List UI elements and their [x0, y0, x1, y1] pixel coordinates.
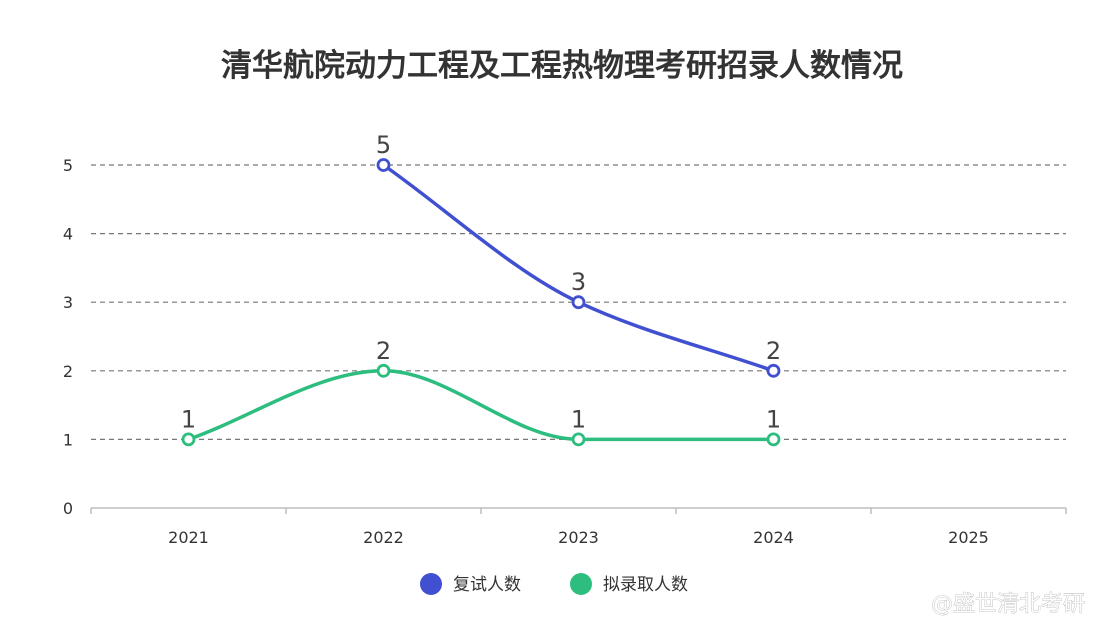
data-label: 3: [571, 268, 586, 296]
data-label: 1: [571, 405, 586, 433]
y-tick-label-4: 4: [63, 225, 73, 244]
chart-title: 清华航院动力工程及工程热物理考研招录人数情况: [221, 48, 903, 84]
legend[interactable]: 复试人数 拟录取人数: [420, 573, 688, 595]
y-tick-label-1: 1: [63, 430, 73, 449]
data-point: [766, 363, 781, 378]
y-tick-label-3: 3: [63, 293, 73, 312]
series-layer: 5 3 2 1 2 1 1: [181, 131, 781, 447]
watermark-text: @盛世清北考研: [931, 592, 1085, 617]
data-point: [571, 432, 586, 447]
y-tick-label-5: 5: [63, 156, 73, 175]
data-label: 2: [376, 337, 391, 365]
data-point: [376, 363, 391, 378]
data-label: 2: [766, 337, 781, 365]
legend-marker-0: [420, 573, 442, 595]
data-point: [181, 432, 196, 447]
legend-label-1: 拟录取人数: [603, 575, 688, 595]
data-point: [571, 295, 586, 310]
x-tick-label-2024: 2024: [753, 528, 794, 547]
series-line-1: [187, 369, 774, 442]
data-label: 1: [181, 405, 196, 433]
x-tick-label-2022: 2022: [363, 528, 404, 547]
legend-label-0: 复试人数: [453, 575, 521, 595]
y-axis-ticks: 0 1 2 3 4 5: [63, 156, 73, 518]
data-label: 1: [766, 405, 781, 433]
x-tick-label-2025: 2025: [948, 528, 989, 547]
y-tick-label-0: 0: [63, 499, 73, 518]
y-tick-label-2: 2: [63, 362, 73, 381]
x-tick-label-2021: 2021: [168, 528, 209, 547]
legend-marker-1: [570, 573, 592, 595]
data-point: [376, 158, 391, 172]
data-label: 5: [376, 131, 391, 159]
x-axis: 2021 2022 2023 2024 2025: [90, 507, 1067, 547]
x-tick-label-2023: 2023: [558, 528, 599, 547]
data-point: [766, 432, 781, 447]
